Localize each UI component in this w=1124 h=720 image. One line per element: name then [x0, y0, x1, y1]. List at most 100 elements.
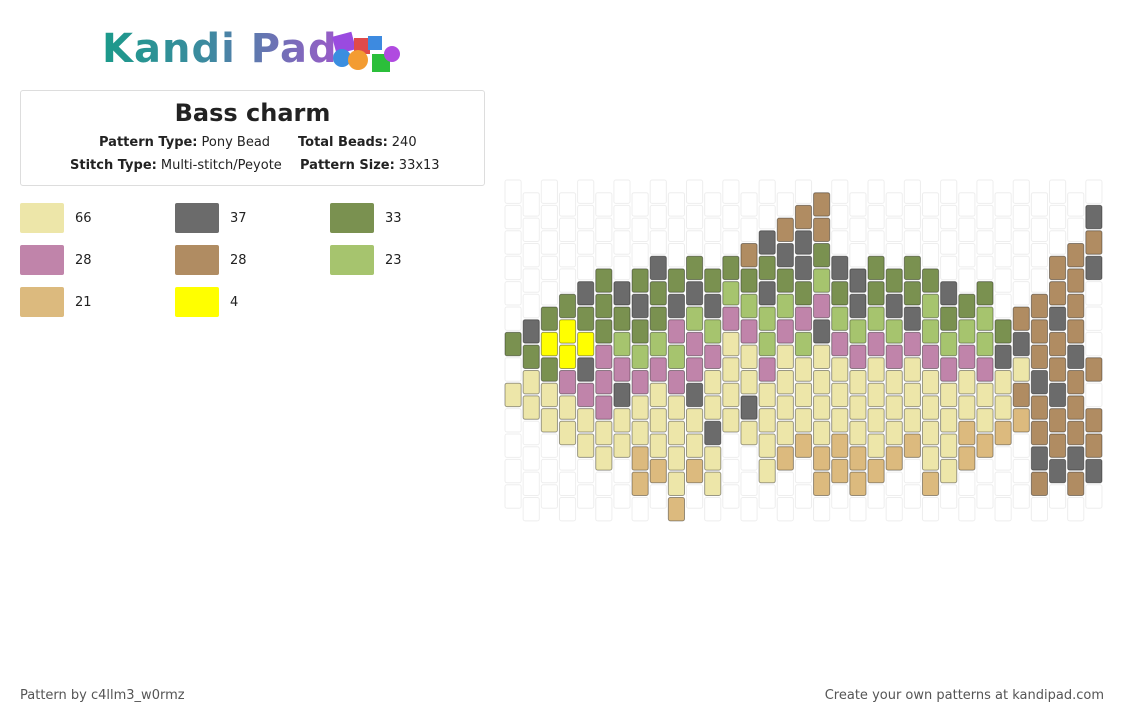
bead: [849, 471, 867, 497]
bead: [794, 408, 813, 433]
bead: [613, 382, 631, 408]
bead: [740, 293, 758, 319]
bead: [1030, 293, 1048, 319]
bead: [867, 382, 885, 408]
bead: [776, 370, 794, 395]
bead: [649, 458, 667, 484]
bead: [867, 458, 885, 484]
empty-bead: [504, 179, 522, 204]
empty-bead: [577, 204, 595, 230]
value: Multi-stitch/Peyote: [160, 158, 282, 173]
empty-bead: [558, 497, 577, 522]
empty-bead: [1085, 179, 1103, 204]
empty-bead: [577, 255, 595, 281]
empty-bead: [686, 204, 704, 230]
empty-bead: [976, 230, 994, 255]
bead: [1067, 293, 1085, 319]
empty-bead: [613, 179, 631, 204]
bead: [577, 408, 595, 433]
bead: [613, 433, 631, 458]
empty-bead: [740, 446, 758, 471]
bead: [686, 331, 704, 357]
empty-bead: [831, 230, 849, 255]
empty-bead: [522, 217, 540, 243]
bead: [686, 281, 704, 306]
bead: [994, 344, 1012, 370]
empty-bead: [885, 192, 903, 217]
bead: [686, 408, 704, 433]
bead: [831, 255, 849, 281]
bead: [1067, 395, 1085, 420]
bead: [831, 433, 849, 458]
bead: [921, 446, 940, 471]
empty-bead: [504, 357, 522, 382]
bead: [813, 420, 831, 446]
bead: [1030, 471, 1048, 497]
bead: [776, 243, 794, 268]
label: Stitch Type:: [70, 158, 157, 173]
empty-bead: [704, 217, 722, 243]
bead: [613, 408, 631, 433]
bead: [595, 268, 613, 293]
bead: [686, 382, 704, 408]
bead: [631, 293, 649, 319]
label: Pattern Size:: [300, 158, 395, 173]
swatch: [175, 203, 219, 233]
bead: [831, 408, 849, 433]
bead: [522, 395, 540, 420]
empty-bead: [958, 192, 976, 217]
bead: [740, 268, 758, 293]
bead: [794, 306, 813, 331]
bead: [1067, 370, 1085, 395]
bead: [813, 370, 831, 395]
bead: [704, 395, 722, 420]
empty-bead: [522, 497, 540, 522]
count: 4: [230, 295, 239, 310]
empty-bead: [522, 192, 540, 217]
empty-bead: [940, 230, 958, 255]
bead: [958, 370, 976, 395]
empty-bead: [613, 230, 631, 255]
bead: [940, 331, 958, 357]
bead: [558, 370, 577, 395]
empty-bead: [867, 230, 885, 255]
logo[interactable]: Kandi Pad: [102, 26, 338, 72]
empty-bead: [595, 243, 613, 268]
bead: [813, 395, 831, 420]
bead: [776, 293, 794, 319]
bead: [976, 408, 994, 433]
bead: [776, 420, 794, 446]
empty-bead: [540, 230, 558, 255]
swatch: [20, 203, 64, 233]
empty-bead: [994, 268, 1012, 293]
bead: [595, 420, 613, 446]
swatch: [175, 287, 219, 317]
bead: [522, 370, 540, 395]
empty-bead: [558, 471, 577, 497]
bead: [849, 319, 867, 344]
empty-bead: [885, 243, 903, 268]
bead: [1067, 420, 1085, 446]
empty-bead: [1030, 217, 1048, 243]
empty-bead: [1049, 484, 1067, 509]
empty-bead: [558, 217, 577, 243]
bead: [903, 331, 921, 357]
bead: [976, 433, 994, 458]
bead: [704, 268, 722, 293]
empty-bead: [994, 192, 1012, 217]
empty-bead: [1085, 281, 1103, 306]
empty-bead: [540, 484, 558, 509]
empty-bead: [522, 420, 540, 446]
empty-bead: [704, 192, 722, 217]
cta[interactable]: Create your own patterns at kandipad.com: [824, 688, 1104, 703]
empty-bead: [831, 179, 849, 204]
bead: [722, 306, 740, 331]
bead: [649, 331, 667, 357]
bead: [994, 319, 1012, 344]
bead: [921, 370, 940, 395]
bead: [1049, 255, 1067, 281]
empty-bead: [649, 484, 667, 509]
empty-bead: [722, 433, 740, 458]
bead: [867, 408, 885, 433]
